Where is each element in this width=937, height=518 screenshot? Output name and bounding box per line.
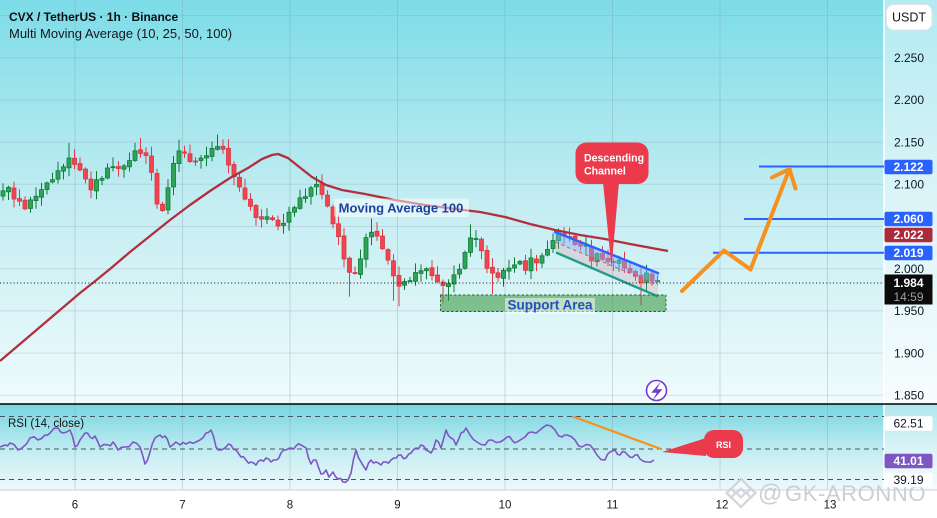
svg-text:2.250: 2.250 — [894, 51, 924, 65]
svg-text:12: 12 — [716, 500, 729, 512]
svg-text:62.51: 62.51 — [893, 417, 923, 431]
svg-text:14:59: 14:59 — [893, 290, 923, 304]
svg-text:RSI (14, close): RSI (14, close) — [8, 418, 84, 430]
svg-text:USDT: USDT — [892, 11, 926, 25]
svg-text:@: @ — [758, 480, 782, 507]
svg-text:1.850: 1.850 — [894, 389, 924, 403]
svg-text:RSI: RSI — [716, 440, 731, 450]
svg-text:Descending: Descending — [584, 153, 644, 165]
svg-text:2.000: 2.000 — [894, 262, 924, 276]
svg-text:2.122: 2.122 — [893, 160, 923, 174]
svg-text:7: 7 — [179, 500, 185, 512]
svg-text:Multi Moving Average (10, 25,: Multi Moving Average (10, 25, 50, 100) — [9, 26, 232, 41]
svg-text:2.060: 2.060 — [893, 212, 923, 226]
svg-text:Support Area: Support Area — [507, 298, 592, 313]
svg-text:41.01: 41.01 — [893, 454, 923, 468]
svg-text:13: 13 — [824, 500, 837, 512]
svg-text:2.100: 2.100 — [894, 178, 924, 192]
svg-text:1.950: 1.950 — [894, 304, 924, 318]
svg-text:2.200: 2.200 — [894, 93, 924, 107]
svg-text:39.19: 39.19 — [893, 473, 923, 487]
svg-text:10: 10 — [499, 500, 512, 512]
svg-text:1.900: 1.900 — [894, 346, 924, 360]
svg-text:2.022: 2.022 — [893, 228, 923, 242]
svg-text:2.150: 2.150 — [894, 135, 924, 149]
svg-text:Channel: Channel — [584, 166, 626, 178]
svg-text:6: 6 — [72, 500, 78, 512]
svg-text:1.984: 1.984 — [893, 276, 923, 290]
svg-text:Moving Average 100: Moving Average 100 — [339, 201, 464, 216]
svg-text:8: 8 — [287, 500, 293, 512]
svg-text:2.019: 2.019 — [893, 246, 923, 260]
svg-text:11: 11 — [607, 500, 619, 512]
svg-text:CVX / TetherUS · 1h · Binance: CVX / TetherUS · 1h · Binance — [9, 10, 178, 24]
svg-text:9: 9 — [394, 500, 400, 512]
